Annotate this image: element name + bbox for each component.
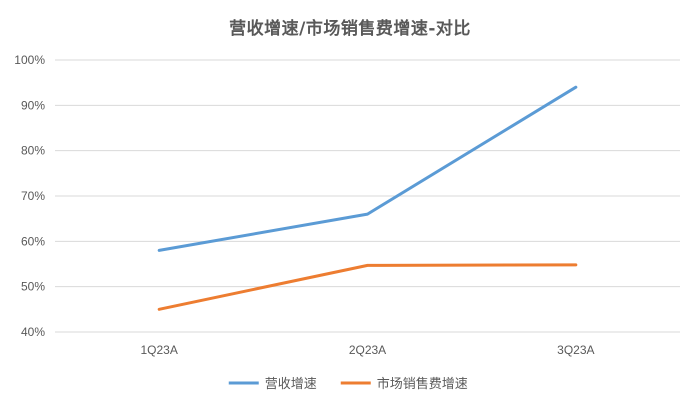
y-tick-label: 50% [21,280,45,294]
x-tick-label: 2Q23A [349,343,386,357]
x-tick-label: 1Q23A [140,343,177,357]
legend-label: 营收增速 [265,377,317,392]
y-tick-label: 40% [21,325,45,339]
x-tick-label: 3Q23A [557,343,594,357]
y-tick-label: 90% [21,98,45,112]
series-line-2 [157,263,578,311]
y-tick-label: 60% [21,234,45,248]
y-tick-label: 80% [21,144,45,158]
y-tick-label: 70% [21,189,45,203]
y-tick-label: 100% [14,53,45,67]
series-line-1 [157,85,578,252]
chart-title: 营收增速/市场销售费增速-对比 [229,19,471,39]
legend-label: 市场销售费增速 [377,376,468,392]
